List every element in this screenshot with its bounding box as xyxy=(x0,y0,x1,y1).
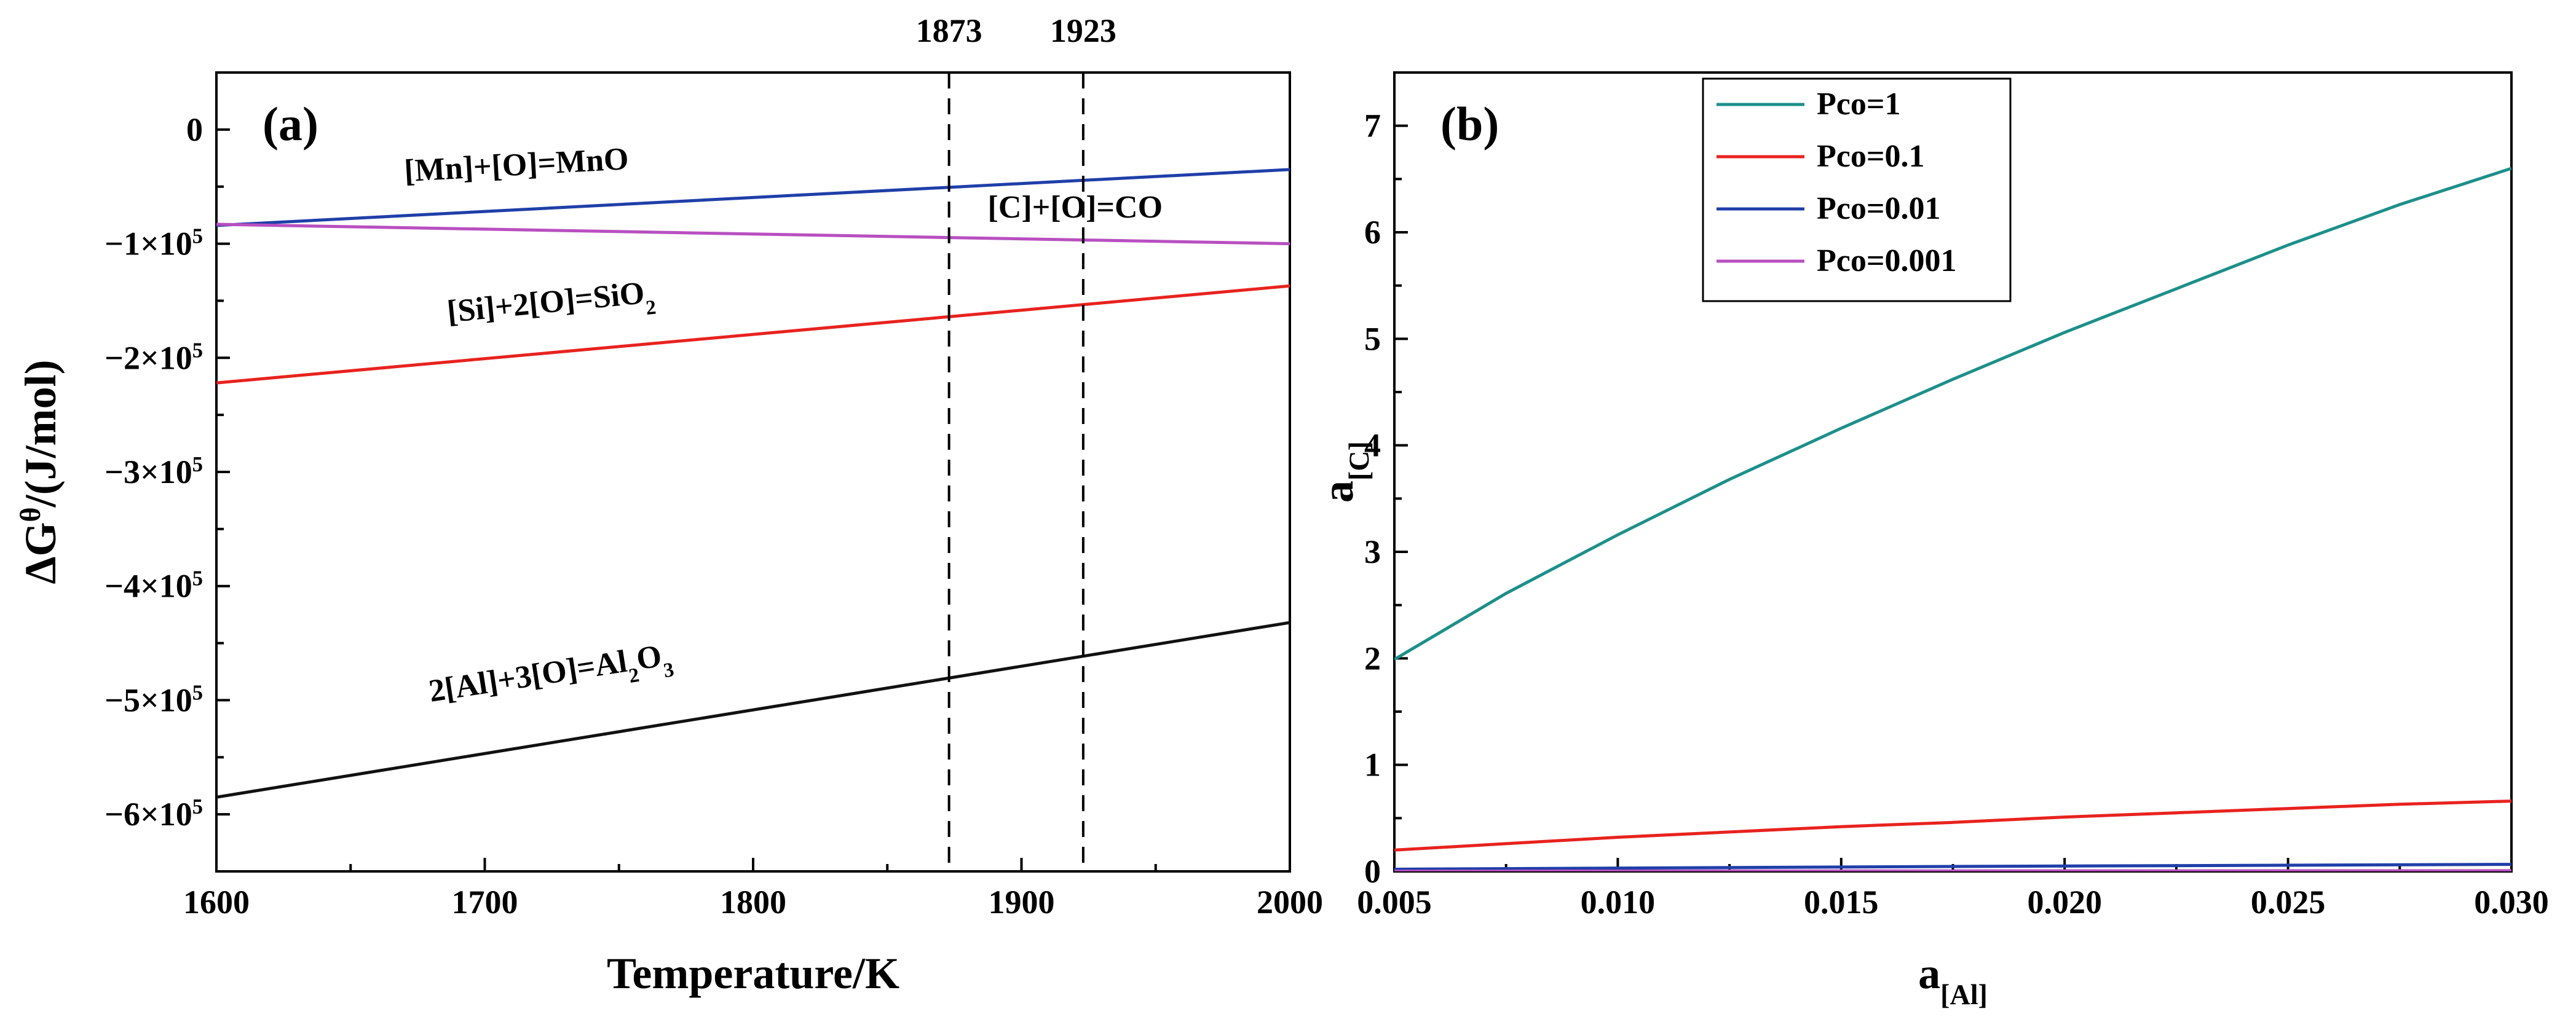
line-annotation: 2[Al]+3[O]=Al2O3 xyxy=(427,637,676,718)
y-tick-label: −4×105 xyxy=(105,567,203,605)
line-annotation: [Si]+2[O]=SiO2 xyxy=(446,275,657,339)
reference-line-label: 1923 xyxy=(1050,12,1116,49)
y-tick-label: 0 xyxy=(1364,853,1381,890)
line-annotation: [C]+[O]=CO xyxy=(988,190,1163,225)
x-tick-label: 1900 xyxy=(989,884,1055,921)
series-line xyxy=(1394,863,2511,871)
legend: Pco=1 Pco=0.1 Pco=0.01 Pco=0.001 xyxy=(1702,77,2012,302)
line-annotation: [Mn]+[O]=MnO xyxy=(403,141,630,189)
series-line xyxy=(216,284,1290,385)
legend-entry: Pco=0.01 xyxy=(1817,191,1940,226)
series-line xyxy=(216,222,1290,246)
x-tick-label: 0.020 xyxy=(2027,884,2102,921)
y-tick-label: −1×105 xyxy=(105,225,203,262)
legend-entry: Pco=1 xyxy=(1817,87,1900,122)
y-axis-title: ΔGθ/(J/mol) xyxy=(15,359,66,584)
reference-line-label: 1873 xyxy=(916,12,982,49)
x-tick-label: 0.030 xyxy=(2474,884,2549,921)
legend-box xyxy=(1702,77,2012,302)
series-line xyxy=(216,621,1290,799)
x-tick-label: 1800 xyxy=(720,884,786,921)
y-tick-label: 6 xyxy=(1364,214,1381,251)
series-line xyxy=(216,168,1290,227)
x-tick-label: 0.025 xyxy=(2251,884,2326,921)
x-axis-title: Temperature/K xyxy=(607,949,899,998)
y-tick-label: 7 xyxy=(1364,108,1381,144)
y-axis-title: a[C] xyxy=(1313,441,1375,503)
x-tick-label: 0.005 xyxy=(1357,884,1432,921)
x-tick-label: 0.015 xyxy=(1804,884,1879,921)
y-tick-label: −6×105 xyxy=(105,795,203,833)
y-tick-label: −5×105 xyxy=(105,681,203,718)
series-line xyxy=(1394,799,2511,852)
panel-a: 1600 1700 1800 1900 2000 0 −1×105 −2×105 −3×105 −… xyxy=(15,12,1324,998)
panel-b: 0.005 0.010 0.015 0.020 0.025 0.030 0 1 2 3 4 5 6 7 (b… xyxy=(1313,71,2549,1010)
y-tick-label: 2 xyxy=(1364,640,1381,677)
legend-entry: Pco=0.1 xyxy=(1817,139,1924,174)
y-tick-label: −3×105 xyxy=(105,453,203,490)
panel-label: (b) xyxy=(1440,97,1499,151)
y-tick-label: 4 xyxy=(1364,427,1381,464)
y-tick-label: 1 xyxy=(1364,747,1381,784)
x-tick-label: 1700 xyxy=(452,884,518,921)
x-tick-label: 2000 xyxy=(1257,884,1323,921)
y-tick-label: −2×105 xyxy=(105,339,203,376)
legend-entry: Pco=0.001 xyxy=(1817,243,1956,278)
x-tick-label: 1600 xyxy=(183,884,250,921)
y-tick-label: 3 xyxy=(1364,533,1381,570)
x-axis-title: a[Al] xyxy=(1918,949,1988,1010)
y-tick-label: 5 xyxy=(1364,320,1381,357)
series-line xyxy=(1394,167,2511,661)
y-tick-label: 0 xyxy=(186,111,203,148)
panel-label: (a) xyxy=(263,97,318,151)
x-tick-label: 0.010 xyxy=(1581,884,1656,921)
